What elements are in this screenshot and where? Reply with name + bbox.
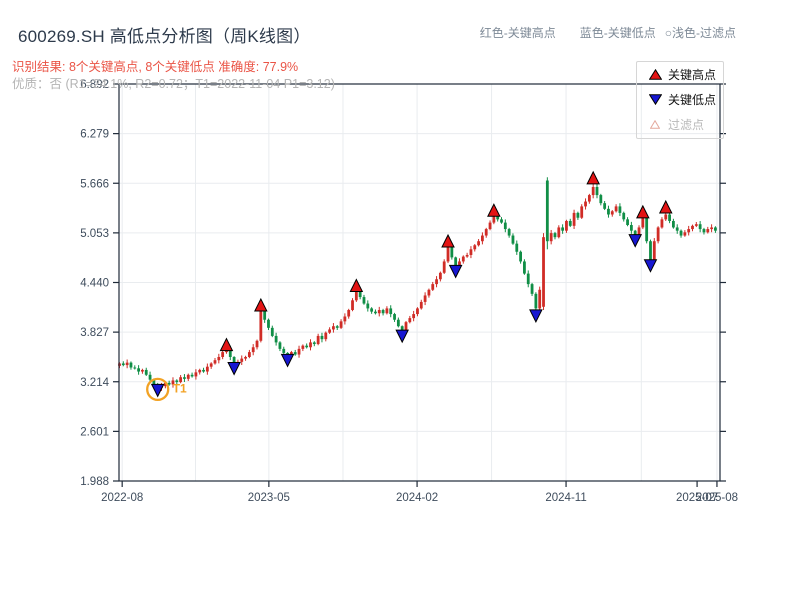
- key-low-marker: [643, 259, 658, 273]
- y-tick-label: 6.892: [80, 79, 109, 91]
- top-legend-filtered-label: ○浅色-过滤点: [664, 26, 736, 40]
- y-tick-label: 6.279: [80, 129, 109, 141]
- page-title: 600269.SH 高低点分析图（周K线图）: [18, 27, 311, 46]
- t1-annotation: T1: [146, 377, 187, 402]
- key-high-marker: [658, 199, 673, 214]
- x-tick-label: 2022-08: [101, 492, 143, 504]
- legend-item-filtered: 过滤点: [637, 112, 723, 137]
- key-low-marker: [529, 309, 543, 323]
- legend-key-high-label: 关键高点: [668, 68, 717, 82]
- x-tick-label: 2025-07: [676, 492, 718, 504]
- key-low-marker: [448, 264, 463, 279]
- key-low-marker: [227, 362, 241, 376]
- key-high-triangle-icon: [648, 69, 662, 80]
- x-tick-label: 2025-08: [696, 492, 738, 504]
- x-tick-label: 2023-05: [248, 492, 290, 504]
- key-high-marker: [349, 278, 364, 293]
- key-low-marker: [150, 383, 165, 398]
- key-high-marker: [487, 203, 501, 217]
- y-tick-label: 5.053: [80, 228, 109, 240]
- x-tick-label: 2024-02: [396, 492, 438, 504]
- key-high-marker: [219, 337, 234, 352]
- axis-group: 6.892 6.279 5.666 5.053 4.440 3.827 3.214 2.601…: [80, 79, 738, 504]
- t1-circle: [146, 377, 170, 402]
- key-high-marker: [636, 204, 650, 219]
- y-tick-label: 4.440: [80, 278, 109, 290]
- y-tick-label: 2.601: [80, 426, 109, 438]
- legend-filtered-label: 过滤点: [668, 118, 705, 132]
- result-summary: 识别结果: 8个关键高点, 8个关键低点 准确度: 77.9%: [12, 60, 299, 74]
- quality-summary: 优质：否 (R1=24.1%, R2=0.72；T1=2022-11-04 P1…: [12, 77, 335, 91]
- legend-item-key-high: 关键高点: [637, 62, 723, 87]
- key-low-triangle-icon: [648, 94, 662, 105]
- y-tick-label: 1.988: [80, 476, 109, 488]
- candles-group: [118, 177, 717, 391]
- key-low-marker: [395, 329, 409, 344]
- key-high-marker: [441, 233, 455, 248]
- top-legend-low-label: 蓝色-关键低点: [579, 26, 656, 40]
- filtered-triangle-icon: [648, 120, 662, 129]
- y-tick-label: 3.214: [80, 377, 109, 389]
- y-tick-label: 5.666: [80, 178, 109, 190]
- x-tick-label: 2024-11: [545, 492, 586, 504]
- grid-group: [119, 83, 720, 482]
- top-legend: 红色-关键高点 蓝色-关键低点 ○浅色-过滤点: [480, 24, 736, 41]
- key-high-marker: [254, 297, 268, 312]
- key-low-marker: [628, 234, 643, 248]
- legend-item-key-low: 关键低点: [637, 87, 723, 112]
- key-low-marker: [280, 353, 295, 368]
- key-high-marker: [586, 170, 600, 185]
- chart-legend: 关键高点 关键低点 过滤点: [636, 61, 724, 139]
- top-legend-high-label: 红色-关键高点: [479, 26, 556, 40]
- markers-group: [150, 170, 673, 398]
- t1-label: T1: [173, 381, 187, 395]
- legend-key-low-label: 关键低点: [668, 93, 717, 107]
- y-tick-label: 3.827: [80, 327, 109, 339]
